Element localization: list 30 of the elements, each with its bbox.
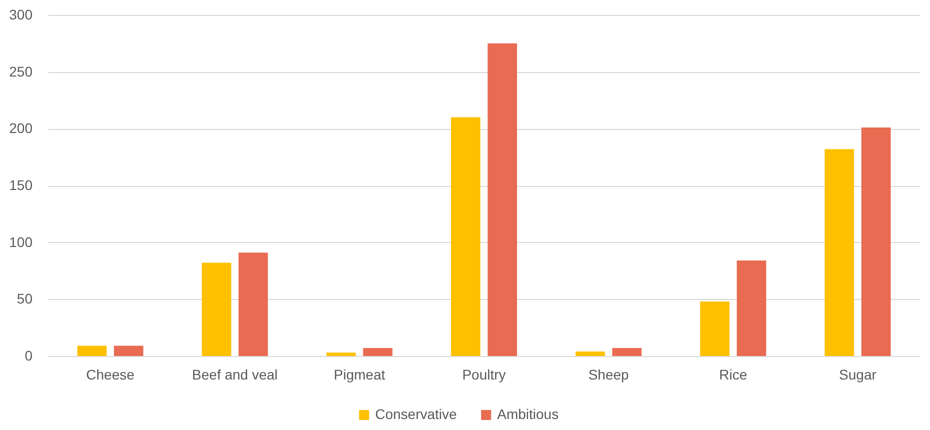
x-tick-label: Beef and veal xyxy=(192,366,278,382)
x-tick-label: Rice xyxy=(719,366,748,382)
bar xyxy=(736,260,766,356)
y-tick-label: 50 xyxy=(16,290,33,307)
y-tick-label: 300 xyxy=(9,6,33,22)
bar xyxy=(326,352,356,356)
bar xyxy=(114,346,144,356)
y-tick-label: 100 xyxy=(9,234,33,250)
y-tick-label: 250 xyxy=(9,63,33,80)
x-tick-label: Sugar xyxy=(839,366,877,382)
legend-label: Conservative xyxy=(375,406,458,422)
bar xyxy=(77,346,107,356)
legend-label: Ambitious xyxy=(497,406,559,422)
bar xyxy=(861,128,891,356)
bar xyxy=(824,149,854,356)
x-tick-label: Pigmeat xyxy=(334,366,386,382)
x-tick-label: Cheese xyxy=(86,366,135,382)
bar xyxy=(700,301,730,356)
bar xyxy=(488,43,518,356)
bar xyxy=(576,351,605,356)
y-tick-label: 200 xyxy=(9,120,33,136)
x-tick-label: Sheep xyxy=(588,366,630,382)
y-tick-label: 0 xyxy=(24,348,33,364)
bar xyxy=(202,262,232,356)
bar xyxy=(363,348,392,356)
bar xyxy=(612,348,642,356)
x-tick-label: Poultry xyxy=(462,366,506,382)
bar xyxy=(450,117,480,356)
y-tick-label: 150 xyxy=(9,177,33,193)
bar xyxy=(238,252,268,356)
